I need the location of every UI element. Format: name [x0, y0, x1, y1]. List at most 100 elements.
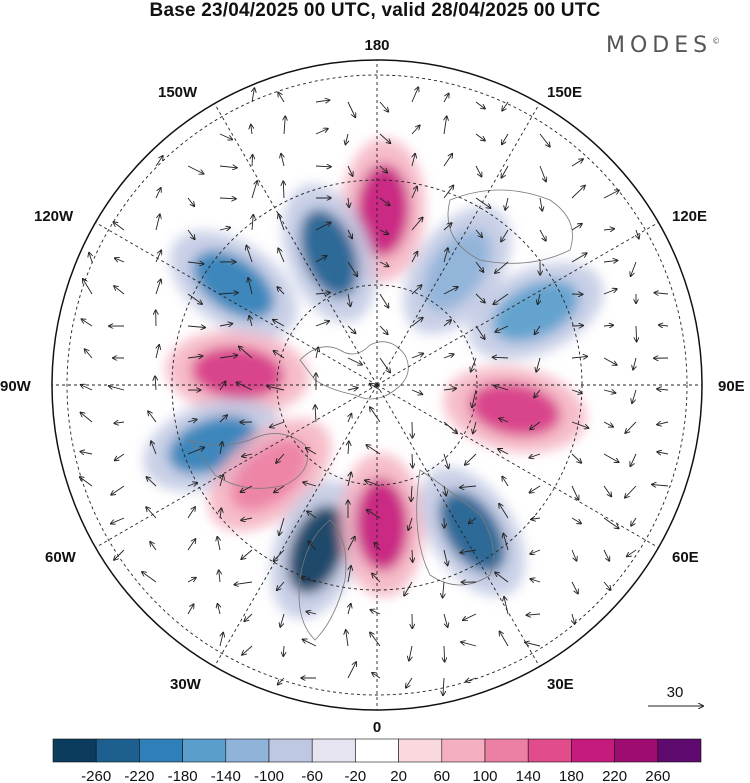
wind-arrow	[372, 574, 381, 583]
wind-arrow	[348, 472, 351, 487]
wind-arrow	[278, 248, 285, 263]
wind-arrow	[348, 604, 351, 615]
wind-arrow	[499, 418, 509, 422]
wind-arrow	[501, 229, 509, 241]
colorbar-swatch	[225, 738, 270, 763]
anomaly-core	[492, 280, 579, 342]
wind-arrow	[219, 228, 230, 230]
colorbar-swatch	[441, 738, 486, 763]
wind-arrow	[251, 125, 252, 135]
wind-arrow	[83, 279, 93, 295]
wind-arrow	[657, 452, 669, 454]
anomaly-core	[439, 490, 506, 573]
wind-arrow	[315, 129, 328, 135]
wind-arrow	[242, 454, 253, 456]
wind-arrow	[244, 613, 253, 621]
wind-arrow	[571, 581, 578, 594]
wind-arrow	[187, 604, 194, 615]
wind-arrow	[109, 386, 125, 391]
colorbar-swatch	[182, 738, 227, 763]
wind-arrow	[539, 165, 546, 181]
wind-arrow	[379, 101, 388, 112]
wind-arrow	[187, 483, 197, 486]
wind-arrow	[473, 421, 476, 433]
label-150e: 150E	[547, 84, 582, 101]
wind-arrow	[469, 517, 477, 523]
wind-arrow	[348, 414, 351, 423]
wind-arrow	[187, 539, 195, 551]
map-disk	[52, 60, 702, 710]
wind-arrow	[571, 485, 578, 500]
wind-arrow	[631, 517, 637, 526]
wind-arrow	[443, 421, 457, 433]
wind-arrow	[249, 316, 252, 327]
wind-arrow	[571, 453, 581, 463]
wind-arrow	[187, 447, 204, 455]
map-boundary	[51, 59, 703, 711]
wind-arrow	[347, 388, 358, 390]
wind-arrow	[379, 325, 388, 334]
wind-arrow	[379, 133, 390, 143]
wind-arrow	[529, 485, 541, 493]
wind-arrow	[80, 452, 93, 454]
label-90e: 90E	[718, 378, 745, 395]
wind-arrow	[239, 347, 253, 359]
wind-arrow	[219, 324, 232, 326]
wind-arrow	[142, 572, 157, 583]
wind-arrow	[365, 480, 381, 487]
wind-arrow	[379, 197, 390, 205]
wind-arrow	[505, 197, 508, 210]
wind-arrow	[348, 197, 349, 207]
wind-arrow	[475, 261, 483, 272]
meridian-line	[214, 384, 378, 667]
wind-arrow	[277, 581, 285, 590]
wind-arrow	[412, 154, 415, 167]
wind-arrow	[348, 566, 351, 583]
colorbar-swatch	[527, 738, 572, 763]
label-30w: 30W	[170, 676, 202, 693]
anomaly-core	[193, 250, 275, 319]
wind-arrow	[411, 217, 423, 231]
colorbar-swatch	[52, 738, 97, 763]
meridian-line	[214, 103, 378, 386]
wind-arrow	[475, 325, 485, 339]
wind-arrow	[625, 421, 637, 433]
wind-arrow	[535, 325, 541, 334]
wind-arrow	[187, 165, 204, 174]
wind-arrow	[155, 156, 163, 167]
wind-arrow	[347, 357, 362, 365]
wind-arrow	[345, 133, 348, 144]
wind-arrow	[475, 229, 482, 237]
wind-arrow	[150, 542, 157, 551]
longitude-labels: 180 0 90W 90E 150W 120W 150E 120E 60W 30…	[0, 37, 745, 736]
wind-arrow	[277, 287, 285, 295]
colorbar-tick-label: 100	[472, 768, 497, 783]
anomaly-core	[300, 209, 359, 298]
label-60w: 60W	[45, 549, 77, 566]
wind-arrow	[274, 351, 285, 359]
wind-arrow	[503, 534, 509, 551]
wind-arrow	[155, 214, 160, 231]
wind-arrow	[411, 252, 417, 263]
wind-arrow	[444, 116, 447, 135]
wind-arrow	[240, 485, 253, 492]
wind-arrow	[538, 293, 540, 304]
wind-arrow	[411, 87, 418, 103]
wind-arrow	[251, 181, 257, 199]
anomaly-core	[288, 505, 347, 594]
wind-arrow	[465, 453, 477, 465]
meridian-line	[376, 222, 659, 386]
wind-arrow	[475, 293, 485, 303]
colorbar-tick-label: -100	[254, 768, 284, 783]
colorbar-tick-label: -140	[211, 768, 241, 783]
wind-arrow	[115, 453, 125, 460]
logo-copyright-mark: ©	[712, 36, 721, 46]
wind-arrow	[534, 389, 541, 397]
wind-arrow	[571, 253, 587, 263]
wind-arrow	[443, 677, 444, 695]
wind-arrow	[187, 419, 197, 422]
wind-arrow	[315, 321, 329, 327]
wind-arrow	[530, 579, 541, 582]
wind-arrow	[466, 677, 477, 682]
wind-arrow	[404, 581, 413, 596]
